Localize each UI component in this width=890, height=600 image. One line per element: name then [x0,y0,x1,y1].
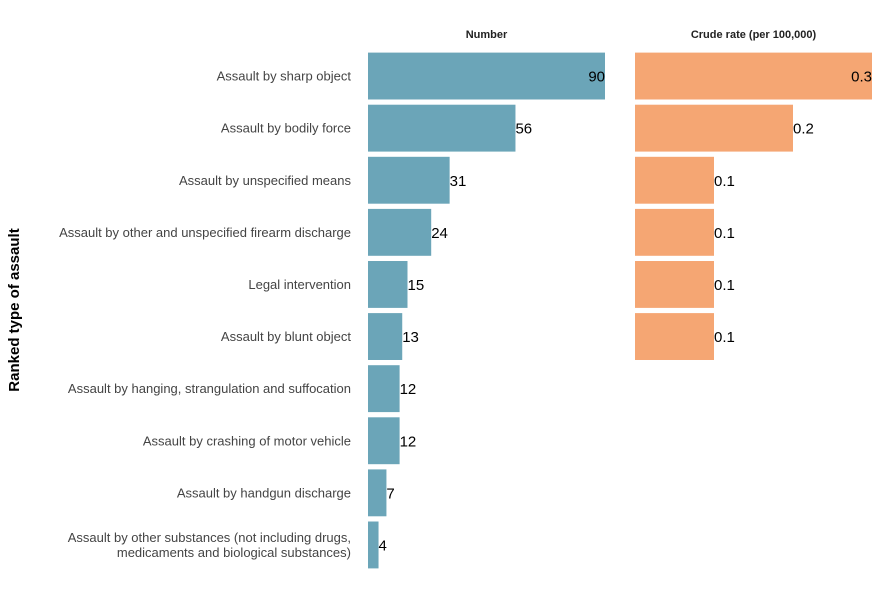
category-label: Assault by crashing of motor vehicle [143,433,351,448]
bar [635,313,714,360]
category-label-line: Assault by bodily force [221,121,351,136]
data-label: 0.1 [714,173,735,190]
category-label: Assault by other and unspecified firearm… [59,225,351,240]
data-label: 90 [588,69,605,86]
category-label: Assault by bodily force [221,121,351,136]
category-label: Assault by other substances (not includi… [68,530,351,560]
category-label: Assault by blunt object [221,329,351,344]
data-label: 13 [402,329,419,346]
bar [368,208,432,256]
data-label: 4 [379,537,387,554]
bar [368,521,379,569]
bar [368,52,605,100]
panel-title: Number [466,29,508,41]
bar [635,156,714,204]
category-label: Assault by unspecified means [179,173,351,188]
bar [368,261,408,308]
bar [635,208,714,256]
data-label: 0.3 [851,69,872,86]
bar [635,104,793,152]
data-label: 12 [400,381,417,398]
category-label-line: Assault by sharp object [217,69,352,84]
panel-title: Crude rate (per 100,000) [691,29,817,41]
category-label-line: Assault by handgun discharge [177,485,351,500]
data-label: 7 [386,485,394,502]
chart-panels: Number 90 56 31 24 15 13 12 12 7 4 Crude rate (per … [368,29,872,569]
category-label-line: medicaments and biological substances) [117,545,351,560]
data-label: 0.1 [714,329,735,346]
y-axis-title: Ranked type of assault [6,228,23,391]
panel: Crude rate (per 100,000) 0.3 0.2 0.1 0.1 0.1 0… [635,29,872,360]
data-label: 24 [431,225,448,242]
data-label: 31 [450,173,467,190]
category-label-line: Assault by crashing of motor vehicle [143,433,351,448]
data-label: 12 [400,433,417,450]
category-label: Legal intervention [248,277,351,292]
bar [368,313,403,360]
panel: Number 90 56 31 24 15 13 12 12 7 4 [368,29,605,569]
category-label-line: Assault by other substances (not includi… [68,530,351,545]
bar [368,469,387,517]
category-label-line: Assault by unspecified means [179,173,351,188]
bar [368,417,400,465]
category-label: Assault by hanging, strangulation and su… [68,381,351,396]
data-label: 0.2 [793,121,814,138]
bar [368,156,450,204]
bar [635,52,872,100]
category-label-line: Assault by hanging, strangulation and su… [68,381,351,396]
category-label-line: Assault by blunt object [221,329,351,344]
category-label: Assault by handgun discharge [177,485,351,500]
category-label-line: Assault by other and unspecified firearm… [59,225,351,240]
category-label-line: Legal intervention [248,277,351,292]
category-labels: Assault by sharp object Assault by bodily… [59,69,351,560]
data-label: 0.1 [714,277,735,294]
data-label: 15 [408,277,425,294]
bar [368,365,400,413]
bar [368,104,516,152]
bar [635,261,714,308]
data-label: 56 [515,121,532,138]
category-label: Assault by sharp object [217,69,352,84]
data-label: 0.1 [714,225,735,242]
